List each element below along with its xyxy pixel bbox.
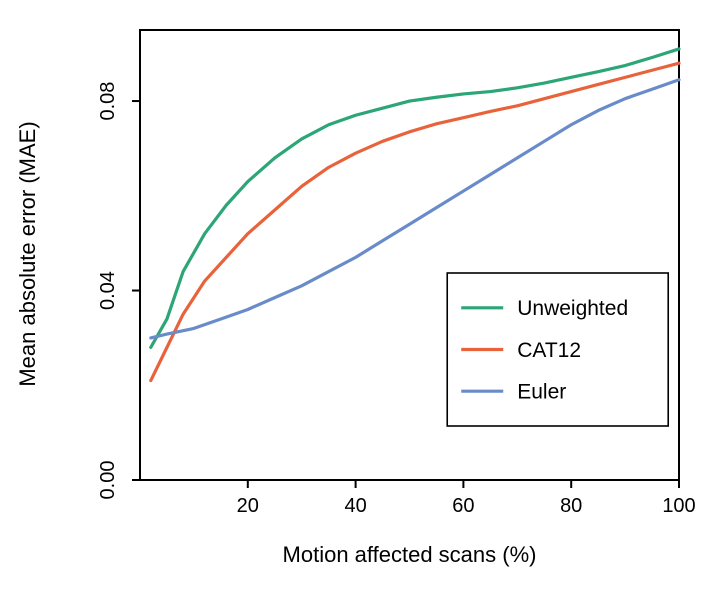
y-tick-label: 0.04 bbox=[97, 271, 119, 310]
x-tick-label: 80 bbox=[560, 495, 582, 517]
legend-label: CAT12 bbox=[517, 339, 581, 362]
x-tick-label: 20 bbox=[237, 495, 259, 517]
legend-label: Euler bbox=[517, 381, 566, 404]
y-tick-label: 0.08 bbox=[97, 82, 119, 121]
y-tick-label: 0.00 bbox=[97, 461, 119, 500]
x-axis-title: Motion affected scans (%) bbox=[140, 542, 679, 568]
y-axis-title: Mean absolute error (MAE) bbox=[15, 29, 41, 479]
x-tick-label: 60 bbox=[452, 495, 474, 517]
x-tick-label: 40 bbox=[344, 495, 366, 517]
x-tick-label: 100 bbox=[662, 495, 695, 517]
chart-svg: 20 40 60 80 100 0.00 0.04 0.08 Unweighted CAT12 Eu… bbox=[0, 0, 709, 590]
mae-vs-motion-chart: Mean absolute error (MAE) Motion affecte… bbox=[0, 0, 709, 590]
legend-label: Unweighted bbox=[517, 297, 628, 320]
